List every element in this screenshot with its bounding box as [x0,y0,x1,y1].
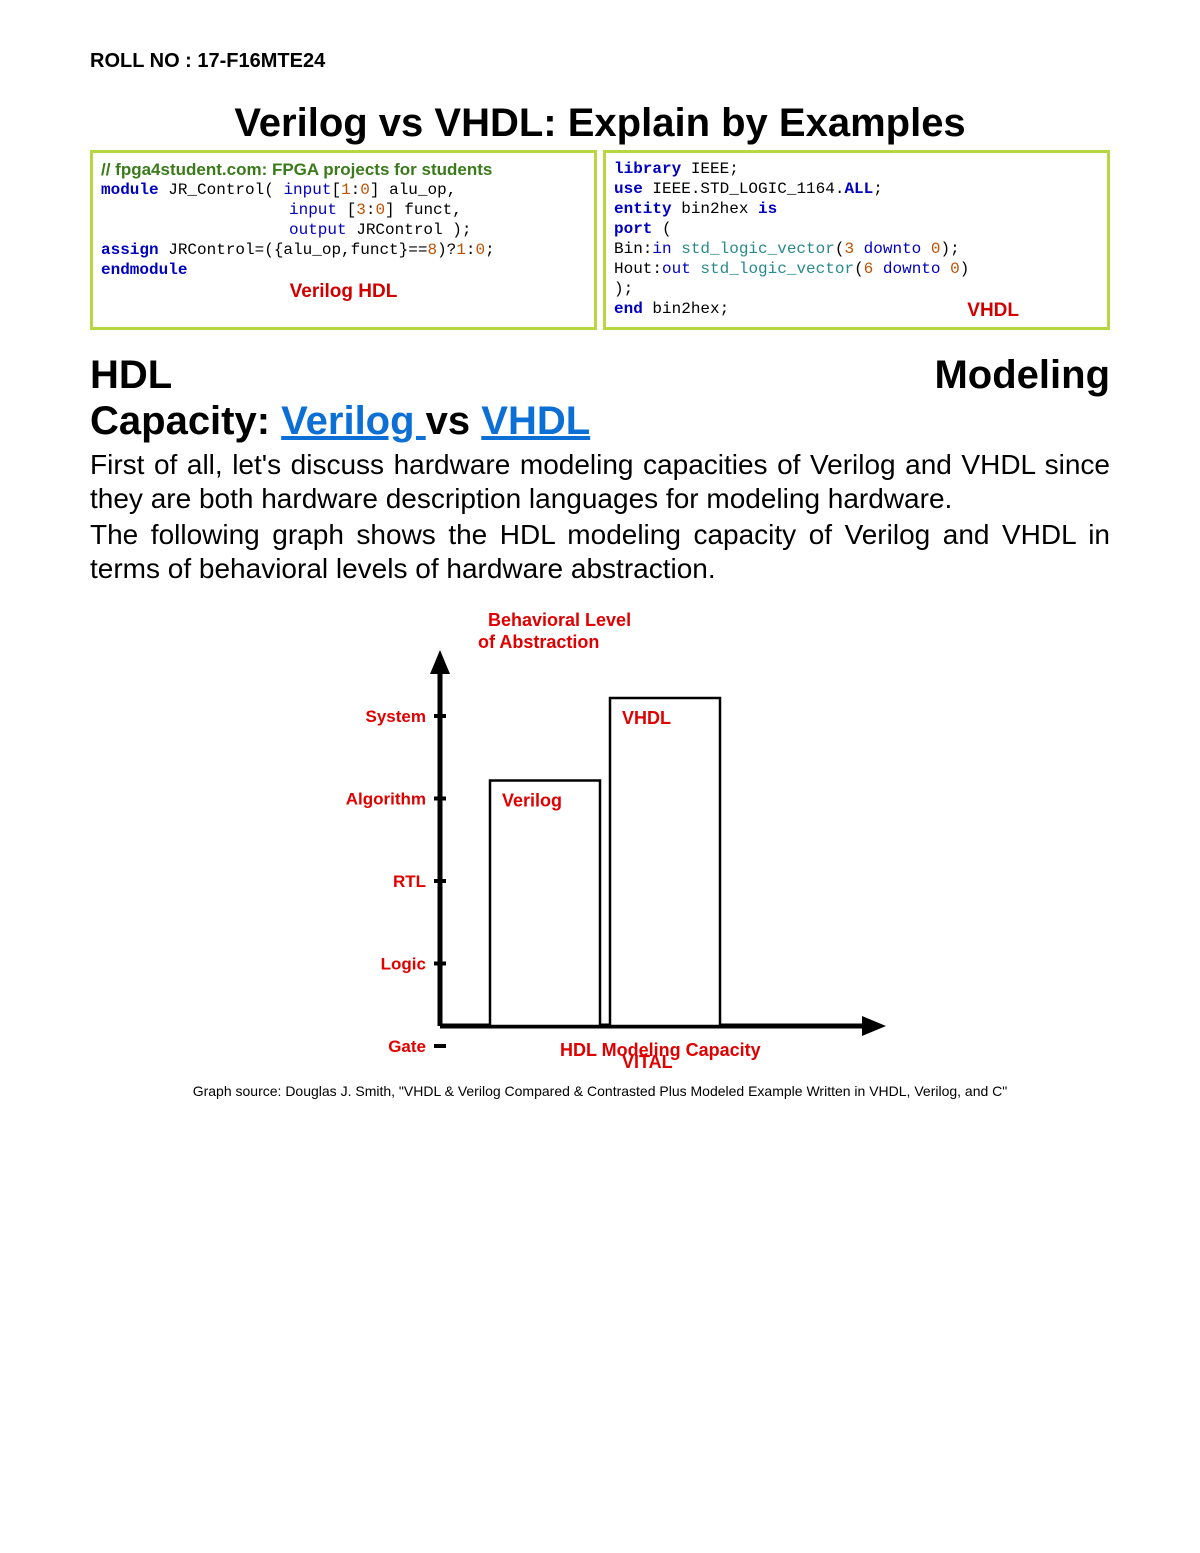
paragraph-1: First of all, let's discuss hardware mod… [90,448,1110,516]
verilog-code-box: // fpga4student.com: FPGA projects for s… [90,150,597,330]
hdl-capacity-chart: Behavioral Levelof Abstraction System Algo… [290,596,910,1076]
svg-text:Behavioral Level: Behavioral Level [488,610,631,630]
page-title: Verilog vs VHDL: Explain by Examples [90,101,1110,146]
paragraph-2: The following graph shows the HDL modeli… [90,518,1110,586]
chart-caption: Graph source: Douglas J. Smith, "VHDL & … [90,1082,1110,1100]
verilog-link[interactable]: Verilog [281,399,426,443]
svg-text:of Abstraction: of Abstraction [478,632,599,652]
svg-text:Logic: Logic [381,955,426,974]
kw-assign: assign [101,241,159,259]
verilog-source-comment: // fpga4student.com: FPGA projects for s… [101,159,586,180]
svg-text:VHDL: VHDL [622,708,671,728]
vhdl-link[interactable]: VHDL [481,399,590,443]
vhdl-code-box: library IEEE; use IEEE.STD_LOGIC_1164.AL… [603,150,1110,330]
kw-module: module [101,181,159,199]
svg-text:RTL: RTL [393,872,426,891]
svg-text:HDL Modeling Capacity: HDL Modeling Capacity [560,1040,761,1060]
section-heading: HDL Modeling Capacity: Verilog vs VHDL [90,352,1110,444]
svg-text:Gate: Gate [388,1037,426,1056]
svg-text:Verilog: Verilog [502,791,562,811]
code-comparison: // fpga4student.com: FPGA projects for s… [90,150,1110,330]
verilog-label: Verilog HDL [101,280,586,304]
svg-text:System: System [366,707,426,726]
svg-text:Algorithm: Algorithm [346,790,426,809]
kw-endmodule: endmodule [101,261,187,279]
roll-no: ROLL NO : 17-F16MTE24 [90,50,1110,73]
